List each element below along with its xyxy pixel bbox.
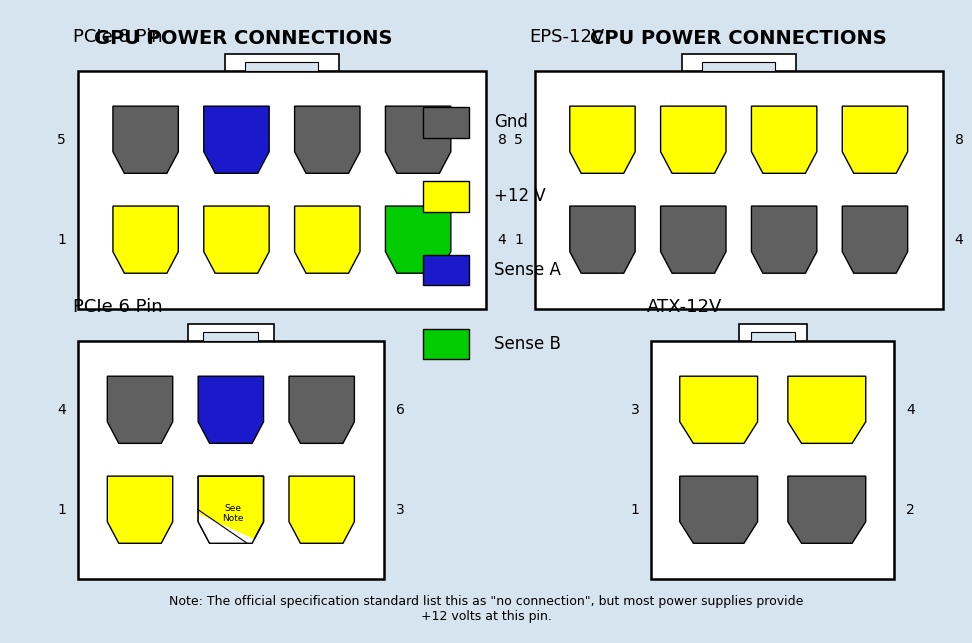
Polygon shape: [198, 376, 263, 444]
Text: Gnd: Gnd: [494, 113, 528, 131]
Polygon shape: [843, 106, 908, 174]
Text: 8: 8: [955, 132, 963, 147]
Polygon shape: [423, 255, 469, 285]
Polygon shape: [661, 106, 726, 174]
Text: See
Note: See Note: [222, 504, 243, 523]
Polygon shape: [423, 329, 469, 359]
Polygon shape: [386, 106, 451, 174]
Text: 1: 1: [631, 503, 640, 517]
Polygon shape: [423, 107, 469, 138]
Text: 1: 1: [57, 233, 66, 247]
Polygon shape: [198, 476, 263, 543]
Text: Sense A: Sense A: [494, 261, 561, 279]
Polygon shape: [751, 106, 816, 174]
Polygon shape: [113, 206, 178, 273]
Text: 5: 5: [514, 132, 523, 147]
Polygon shape: [289, 376, 355, 444]
Text: PCIe 6 Pin: PCIe 6 Pin: [73, 298, 162, 316]
Text: CPU POWER CONNECTIONS: CPU POWER CONNECTIONS: [590, 29, 887, 48]
Polygon shape: [198, 514, 263, 543]
Polygon shape: [245, 62, 319, 71]
Polygon shape: [843, 206, 908, 273]
Text: Sense B: Sense B: [494, 335, 561, 353]
Polygon shape: [535, 71, 943, 309]
Text: 3: 3: [631, 403, 640, 417]
Text: 4: 4: [498, 233, 506, 247]
Polygon shape: [204, 206, 269, 273]
Polygon shape: [295, 106, 360, 174]
Polygon shape: [225, 54, 339, 71]
Polygon shape: [570, 106, 635, 174]
Text: 4: 4: [57, 403, 66, 417]
Text: Note: The official specification standard list this as "no connection", but most: Note: The official specification standar…: [169, 595, 803, 623]
Text: GPU POWER CONNECTIONS: GPU POWER CONNECTIONS: [93, 29, 393, 48]
Text: 5: 5: [57, 132, 66, 147]
Text: 1: 1: [514, 233, 523, 247]
Polygon shape: [107, 376, 173, 444]
Polygon shape: [751, 206, 816, 273]
Text: EPS-12V: EPS-12V: [530, 28, 605, 46]
Text: 3: 3: [396, 503, 404, 517]
Polygon shape: [386, 206, 451, 273]
Polygon shape: [203, 332, 259, 341]
Polygon shape: [78, 71, 486, 309]
Text: ATX-12V: ATX-12V: [646, 298, 722, 316]
Text: 4: 4: [955, 233, 963, 247]
Polygon shape: [751, 332, 794, 341]
Polygon shape: [113, 106, 178, 174]
Polygon shape: [289, 476, 355, 543]
Polygon shape: [423, 181, 469, 212]
Polygon shape: [204, 106, 269, 174]
Polygon shape: [570, 206, 635, 273]
Text: 4: 4: [906, 403, 915, 417]
Polygon shape: [107, 476, 173, 543]
Polygon shape: [661, 206, 726, 273]
Text: 1: 1: [57, 503, 66, 517]
Polygon shape: [651, 341, 894, 579]
Polygon shape: [679, 376, 757, 444]
Text: 6: 6: [396, 403, 404, 417]
Polygon shape: [788, 476, 866, 543]
Polygon shape: [739, 324, 807, 341]
Text: +12 V: +12 V: [494, 187, 545, 205]
Text: PCIe 8 Pin: PCIe 8 Pin: [73, 28, 162, 46]
Text: 2: 2: [906, 503, 915, 517]
Polygon shape: [679, 476, 757, 543]
Polygon shape: [188, 324, 274, 341]
Polygon shape: [295, 206, 360, 273]
Polygon shape: [681, 54, 796, 71]
Polygon shape: [788, 376, 866, 444]
Text: 8: 8: [498, 132, 506, 147]
Polygon shape: [702, 62, 776, 71]
Polygon shape: [78, 341, 384, 579]
